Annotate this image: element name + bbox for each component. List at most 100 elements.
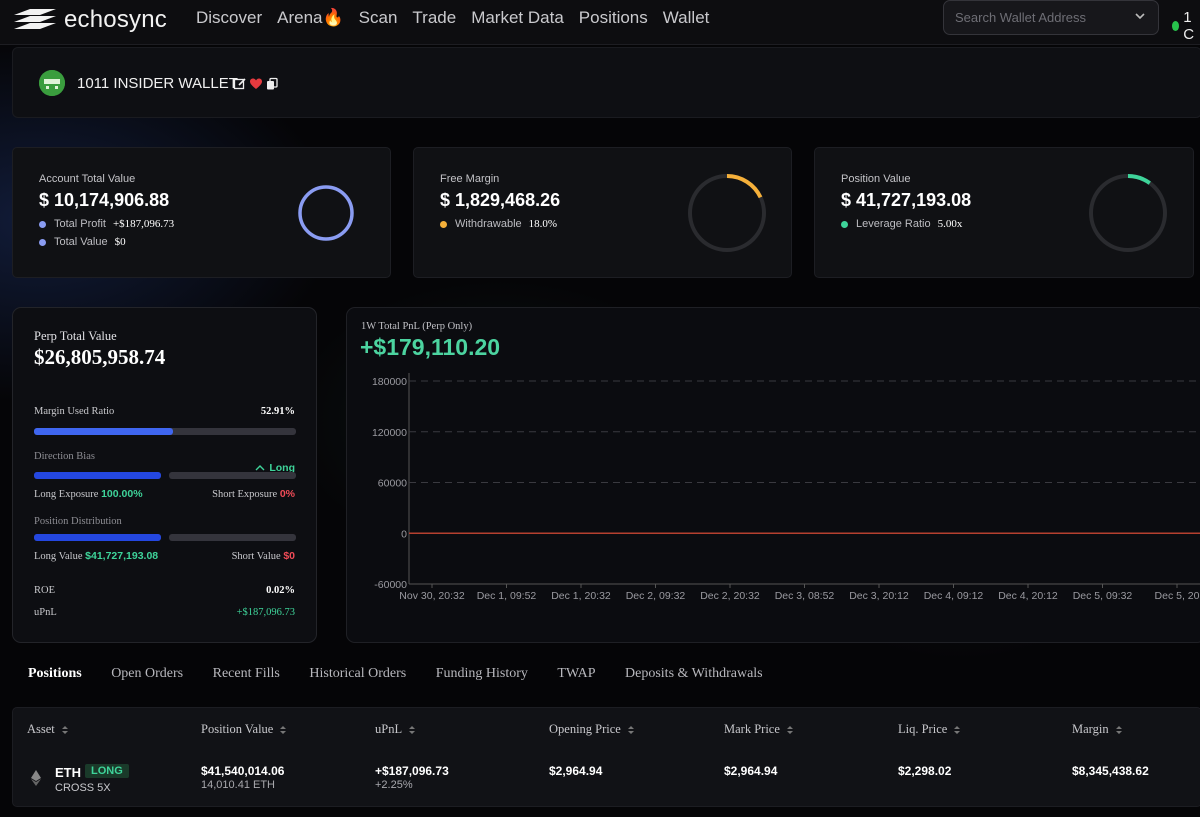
header-upnl[interactable]: uPnL [375, 722, 416, 737]
total-profit-value: +$187,096.73 [112, 218, 175, 230]
roe-label: ROE [34, 585, 55, 596]
echosync-logo-icon [14, 9, 56, 29]
chevron-down-icon[interactable] [1134, 10, 1146, 22]
position-size-cell: 14,010.41 ETH [201, 779, 275, 791]
position-value-card: Position Value $ 41,727,193.08 Leverage … [814, 147, 1194, 278]
nav-market-data[interactable]: Market Data [471, 8, 564, 27]
x-tick-label: Nov 30, 20:32 [399, 590, 465, 602]
long-value-bar [34, 534, 161, 541]
y-tick-label: 120000 [372, 427, 407, 439]
margin-used-row: Margin Used Ratio 52.91% [34, 406, 295, 417]
x-tick-label: Dec 1, 20:32 [551, 590, 611, 602]
sort-icon[interactable] [627, 725, 635, 735]
header-mark-price[interactable]: Mark Price [724, 722, 794, 737]
header-position-value-label: Position Value [201, 722, 274, 736]
wallet-header: 1011 INSIDER WALLET [12, 47, 1200, 118]
withdrawable-label: Withdrawable [455, 218, 522, 230]
long-value-value: $41,727,193.08 [85, 550, 159, 562]
header-liq-price[interactable]: Liq. Price [898, 722, 961, 737]
long-value-label: Long Value [34, 551, 83, 562]
nav-arena[interactable]: Arena🔥 [277, 8, 344, 27]
position-value-label: Position Value [841, 173, 911, 185]
side-badge: LONG [85, 764, 129, 778]
header-margin[interactable]: Margin [1072, 722, 1123, 737]
header-position-value[interactable]: Position Value [201, 722, 287, 737]
mark-price-cell: $2,964.94 [724, 764, 778, 778]
x-tick-label: Dec 5, 09:32 [1073, 590, 1133, 602]
header-asset[interactable]: Asset [27, 722, 69, 737]
nav-trade[interactable]: Trade [412, 8, 457, 27]
heart-icon[interactable] [249, 77, 263, 91]
margin-used-value: 52.91% [260, 406, 295, 417]
positions-table: Asset Position Value uPnL Opening Price … [12, 707, 1200, 807]
roe-row: ROE 0.02% [34, 585, 295, 596]
edit-icon[interactable] [233, 77, 247, 91]
short-value-bar [169, 534, 296, 541]
sort-icon[interactable] [1115, 725, 1123, 735]
wallet-search[interactable] [943, 0, 1159, 35]
positions-tabs: Positions Open Orders Recent Fills Histo… [28, 666, 792, 682]
sort-icon[interactable] [408, 725, 416, 735]
header-opening-price-label: Opening Price [549, 722, 621, 736]
sort-icon[interactable] [279, 725, 287, 735]
upnl-pct-cell: +2.25% [375, 779, 413, 791]
asset-name[interactable]: ETH [55, 765, 81, 780]
header-opening-price[interactable]: Opening Price [549, 722, 635, 737]
wallet-name: 1011 INSIDER WALLET [77, 75, 238, 92]
connection-status[interactable]: 1 C [1172, 9, 1200, 43]
bullet-icon [39, 220, 46, 228]
leverage-label: Leverage Ratio [856, 218, 931, 230]
nav-positions[interactable]: Positions [578, 8, 648, 27]
tab-deposits-withdrawals[interactable]: Deposits & Withdrawals [625, 666, 763, 681]
free-margin-value: $ 1,829,468.26 [440, 190, 561, 210]
search-input[interactable] [955, 10, 1125, 25]
nav-discover[interactable]: Discover [196, 8, 263, 27]
status-dot-icon [1172, 21, 1180, 31]
direction-bias-label: Direction Bias [34, 451, 95, 462]
sort-icon[interactable] [953, 725, 961, 735]
long-exposure-bar [34, 472, 161, 479]
position-ring-chart [1089, 174, 1167, 252]
sort-icon[interactable] [61, 725, 69, 735]
x-tick-label: Dec 4, 09:12 [924, 590, 984, 602]
x-tick-label: Dec 4, 20:12 [998, 590, 1058, 602]
short-exposure-value: 0% [279, 488, 295, 500]
bullet-icon [440, 220, 447, 228]
tab-historical-orders[interactable]: Historical Orders [309, 666, 407, 681]
position-value-value: $ 41,727,193.08 [841, 190, 972, 210]
upnl-cell: +$187,096.73 [375, 764, 449, 778]
account-total-label: Account Total Value [39, 173, 136, 185]
total-value-value: $0 [114, 236, 126, 248]
leverage-value: 5.00x [937, 218, 963, 230]
account-total-card: Account Total Value $ 10,174,906.88 Tota… [12, 147, 391, 278]
long-exposure-bar-fill [34, 472, 161, 479]
avatar [39, 70, 65, 96]
bullet-icon [39, 238, 46, 246]
tab-recent-fills[interactable]: Recent Fills [212, 666, 280, 681]
sort-icon[interactable] [786, 725, 794, 735]
pnl-chart-card: 1W Total PnL (Perp Only) +$179,110.20 18… [346, 307, 1200, 643]
status-text: 1 C [1183, 9, 1195, 43]
logo[interactable]: echosync [12, 6, 167, 34]
tab-open-orders[interactable]: Open Orders [111, 666, 184, 681]
margin-used-label: Margin Used Ratio [34, 406, 115, 417]
chart-title: 1W Total PnL (Perp Only) [361, 321, 473, 332]
eth-icon [31, 770, 41, 786]
y-tick-label: -60000 [374, 579, 407, 591]
long-value-bar-fill [34, 534, 161, 541]
tab-twap[interactable]: TWAP [557, 666, 596, 681]
liq-price-cell: $2,298.02 [898, 764, 952, 778]
avatar-pixel-icon [39, 70, 65, 96]
tab-positions[interactable]: Positions [28, 666, 82, 681]
margin-used-bar [34, 428, 296, 435]
copy-icon[interactable] [265, 77, 279, 91]
nav-scan[interactable]: Scan [358, 8, 398, 27]
bullet-icon [841, 220, 848, 228]
total-value-row: Total Value $0 [39, 236, 126, 248]
y-tick-label: 60000 [378, 478, 407, 490]
nav-wallet[interactable]: Wallet [662, 8, 710, 27]
x-tick-label: Dec 3, 20:12 [849, 590, 909, 602]
total-profit-label: Total Profit [54, 218, 106, 230]
tab-funding-history[interactable]: Funding History [435, 666, 528, 681]
